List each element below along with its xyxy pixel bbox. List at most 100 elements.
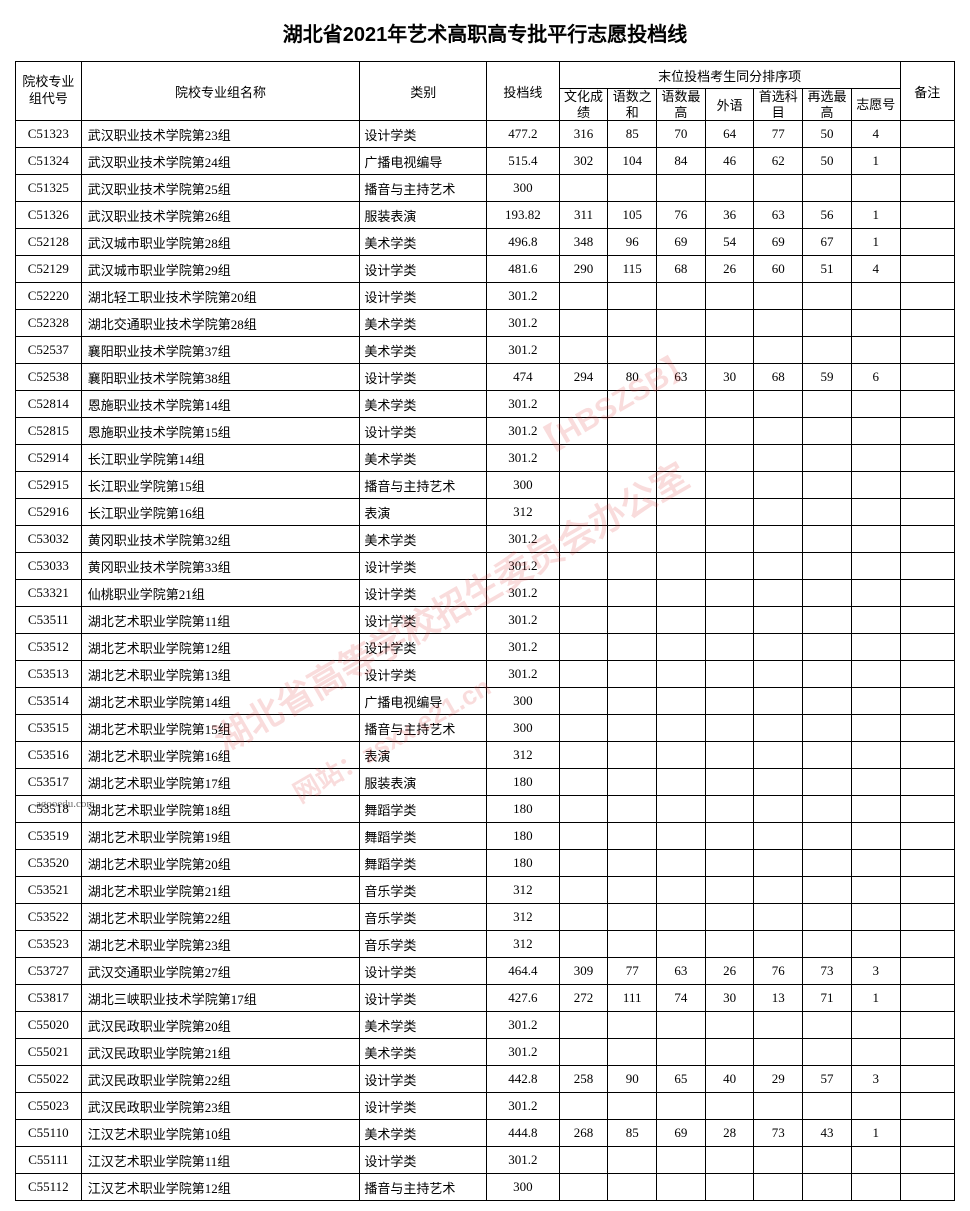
table-row: C53511湖北艺术职业学院第11组设计学类301.2 bbox=[16, 607, 955, 634]
cell-code: C52916 bbox=[16, 499, 82, 526]
cell-s5: 29 bbox=[754, 1066, 803, 1093]
cell-category: 美术学类 bbox=[360, 1039, 487, 1066]
cell-s7 bbox=[851, 769, 900, 796]
table-row: C53521湖北艺术职业学院第21组音乐学类312 bbox=[16, 877, 955, 904]
table-row: C52220湖北轻工职业技术学院第20组设计学类301.2 bbox=[16, 283, 955, 310]
table-row: C53032黄冈职业技术学院第32组美术学类301.2 bbox=[16, 526, 955, 553]
cell-name: 湖北艺术职业学院第14组 bbox=[81, 688, 360, 715]
cell-score: 301.2 bbox=[487, 1093, 559, 1120]
cell-name: 长江职业学院第16组 bbox=[81, 499, 360, 526]
cell-s3 bbox=[657, 931, 706, 958]
cell-s2: 111 bbox=[608, 985, 657, 1012]
table-row: C53817湖北三峡职业技术学院第17组设计学类427.627211174301… bbox=[16, 985, 955, 1012]
cell-s7: 4 bbox=[851, 121, 900, 148]
cell-category: 设计学类 bbox=[360, 958, 487, 985]
cell-code: C53511 bbox=[16, 607, 82, 634]
cell-s3 bbox=[657, 877, 706, 904]
cell-score: 300 bbox=[487, 1174, 559, 1201]
cell-name: 黄冈职业技术学院第33组 bbox=[81, 553, 360, 580]
table-row: C52814恩施职业技术学院第14组美术学类301.2 bbox=[16, 391, 955, 418]
table-row: C52328湖北交通职业技术学院第28组美术学类301.2 bbox=[16, 310, 955, 337]
cell-s2 bbox=[608, 715, 657, 742]
cell-score: 301.2 bbox=[487, 580, 559, 607]
cell-s1: 316 bbox=[559, 121, 608, 148]
cell-score: 180 bbox=[487, 823, 559, 850]
cell-s3 bbox=[657, 850, 706, 877]
cell-s6: 50 bbox=[803, 148, 852, 175]
cell-name: 江汉艺术职业学院第11组 bbox=[81, 1147, 360, 1174]
cell-note bbox=[900, 1039, 954, 1066]
cell-s4: 30 bbox=[705, 364, 754, 391]
cell-name: 武汉民政职业学院第21组 bbox=[81, 1039, 360, 1066]
cell-s5 bbox=[754, 607, 803, 634]
cell-note bbox=[900, 553, 954, 580]
cell-category: 设计学类 bbox=[360, 121, 487, 148]
cell-name: 湖北艺术职业学院第12组 bbox=[81, 634, 360, 661]
cell-s6 bbox=[803, 526, 852, 553]
cell-score: 300 bbox=[487, 715, 559, 742]
cell-score: 474 bbox=[487, 364, 559, 391]
table-row: C55111江汉艺术职业学院第11组设计学类301.2 bbox=[16, 1147, 955, 1174]
cell-s7: 6 bbox=[851, 364, 900, 391]
cell-s3 bbox=[657, 1012, 706, 1039]
cell-s5 bbox=[754, 877, 803, 904]
cell-s1 bbox=[559, 904, 608, 931]
cell-s5: 63 bbox=[754, 202, 803, 229]
cell-s4: 46 bbox=[705, 148, 754, 175]
cell-s6 bbox=[803, 715, 852, 742]
cell-note bbox=[900, 823, 954, 850]
cell-category: 广播电视编导 bbox=[360, 688, 487, 715]
cell-note bbox=[900, 985, 954, 1012]
cell-code: C53520 bbox=[16, 850, 82, 877]
cell-s1 bbox=[559, 769, 608, 796]
cell-s1 bbox=[559, 1147, 608, 1174]
cell-score: 312 bbox=[487, 931, 559, 958]
cell-score: 442.8 bbox=[487, 1066, 559, 1093]
cell-code: C51326 bbox=[16, 202, 82, 229]
cell-category: 设计学类 bbox=[360, 256, 487, 283]
cell-category: 播音与主持艺术 bbox=[360, 472, 487, 499]
cell-s6: 73 bbox=[803, 958, 852, 985]
cell-s6 bbox=[803, 499, 852, 526]
cell-s5: 13 bbox=[754, 985, 803, 1012]
cell-code: C51323 bbox=[16, 121, 82, 148]
cell-category: 设计学类 bbox=[360, 553, 487, 580]
cell-s2: 85 bbox=[608, 121, 657, 148]
header-sub7: 志愿号 bbox=[851, 89, 900, 121]
cell-note bbox=[900, 391, 954, 418]
cell-code: C52815 bbox=[16, 418, 82, 445]
cell-s1 bbox=[559, 283, 608, 310]
cell-s2: 96 bbox=[608, 229, 657, 256]
table-row: C52914长江职业学院第14组美术学类301.2 bbox=[16, 445, 955, 472]
cell-s6: 67 bbox=[803, 229, 852, 256]
cell-s5 bbox=[754, 418, 803, 445]
cell-s5 bbox=[754, 1174, 803, 1201]
table-row: C51325武汉职业技术学院第25组播音与主持艺术300 bbox=[16, 175, 955, 202]
cell-category: 服装表演 bbox=[360, 202, 487, 229]
table-row: C52915长江职业学院第15组播音与主持艺术300 bbox=[16, 472, 955, 499]
cell-category: 表演 bbox=[360, 742, 487, 769]
cell-s3 bbox=[657, 1039, 706, 1066]
header-sub6: 再选最高 bbox=[803, 89, 852, 121]
cell-category: 设计学类 bbox=[360, 634, 487, 661]
cell-s1 bbox=[559, 337, 608, 364]
cell-s6 bbox=[803, 175, 852, 202]
cell-code: C52537 bbox=[16, 337, 82, 364]
cell-category: 设计学类 bbox=[360, 1066, 487, 1093]
cell-category: 舞蹈学类 bbox=[360, 823, 487, 850]
table-row: C53523湖北艺术职业学院第23组音乐学类312 bbox=[16, 931, 955, 958]
cell-s2 bbox=[608, 931, 657, 958]
cell-s7 bbox=[851, 904, 900, 931]
cell-s6 bbox=[803, 391, 852, 418]
cell-s1 bbox=[559, 553, 608, 580]
cell-s3 bbox=[657, 580, 706, 607]
cell-s2 bbox=[608, 742, 657, 769]
cell-s7 bbox=[851, 823, 900, 850]
cell-s7: 3 bbox=[851, 1066, 900, 1093]
cell-name: 武汉民政职业学院第23组 bbox=[81, 1093, 360, 1120]
cell-s7 bbox=[851, 391, 900, 418]
cell-note bbox=[900, 121, 954, 148]
cell-category: 美术学类 bbox=[360, 1120, 487, 1147]
cell-code: C51324 bbox=[16, 148, 82, 175]
cell-name: 长江职业学院第14组 bbox=[81, 445, 360, 472]
